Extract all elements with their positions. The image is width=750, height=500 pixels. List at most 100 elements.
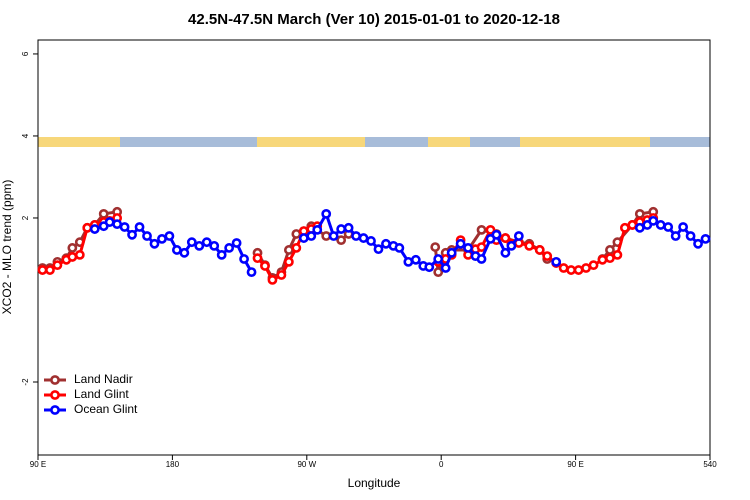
data-point xyxy=(298,233,309,243)
data-point xyxy=(440,263,451,273)
data-point xyxy=(700,233,711,244)
y-axis-label: XCO2 - MLO trend (ppm) xyxy=(0,180,14,315)
data-point xyxy=(98,208,109,219)
data-point xyxy=(267,274,278,285)
legend-marker xyxy=(50,405,60,415)
data-point xyxy=(455,238,466,249)
y-tick-label: 4 xyxy=(21,133,30,138)
data-point xyxy=(670,231,681,241)
data-point xyxy=(476,254,487,264)
data-point xyxy=(373,244,384,255)
data-point xyxy=(336,235,347,246)
legend-label: Ocean Glint xyxy=(74,402,138,416)
legend-marker xyxy=(50,375,60,385)
data-point xyxy=(524,240,535,251)
data-point xyxy=(67,243,78,253)
data-point xyxy=(485,224,496,235)
data-point xyxy=(351,231,361,241)
data-point xyxy=(74,249,85,260)
data-point xyxy=(513,231,524,241)
data-point xyxy=(283,245,294,255)
data-point xyxy=(566,265,577,275)
data-point xyxy=(127,229,137,240)
x-tick-label: 90 W xyxy=(297,460,316,469)
data-point xyxy=(312,224,323,235)
data-point xyxy=(37,265,48,275)
plot-frame xyxy=(37,39,711,456)
legend-label: Land Glint xyxy=(74,387,129,401)
data-point xyxy=(291,243,302,253)
data-point xyxy=(491,229,502,240)
data-point xyxy=(231,238,242,248)
data-point xyxy=(276,270,287,280)
data-point xyxy=(627,220,638,230)
data-point xyxy=(605,245,615,255)
data-point xyxy=(246,267,257,278)
data-point xyxy=(424,262,435,273)
data-point xyxy=(573,265,584,275)
data-point xyxy=(104,217,115,227)
data-point xyxy=(343,222,354,233)
data-point xyxy=(209,240,220,251)
data-point xyxy=(89,224,100,234)
y-tick-label: 6 xyxy=(21,51,30,56)
data-point xyxy=(224,243,235,253)
data-point xyxy=(82,222,93,233)
data-point xyxy=(693,238,703,249)
data-point xyxy=(597,254,608,265)
data-point xyxy=(655,220,666,230)
data-point xyxy=(410,254,421,265)
data-point xyxy=(394,243,405,253)
data-point xyxy=(171,245,182,255)
data-point xyxy=(551,256,562,267)
y-tick-label: 2 xyxy=(21,215,30,220)
data-point xyxy=(142,231,152,241)
data-point xyxy=(336,224,347,234)
data-point xyxy=(186,237,197,248)
data-point xyxy=(179,247,190,258)
data-point xyxy=(157,233,167,244)
data-point xyxy=(588,260,599,271)
data-point xyxy=(134,222,145,232)
x-axis-label: Longitude xyxy=(348,476,401,490)
data-point xyxy=(381,238,391,249)
data-point xyxy=(430,242,441,252)
x-tick-label: 90 E xyxy=(30,460,46,469)
data-point xyxy=(685,231,696,241)
data-point xyxy=(463,243,473,253)
x-tick-label: 540 xyxy=(703,460,717,469)
data-point xyxy=(328,231,339,241)
data-point xyxy=(403,256,414,267)
legend-label: Land Nadir xyxy=(74,372,133,386)
data-point xyxy=(67,252,78,262)
data-point xyxy=(45,265,55,275)
data-point xyxy=(306,231,317,241)
data-point xyxy=(663,222,674,232)
data-point xyxy=(433,254,444,264)
data-point xyxy=(619,222,630,233)
data-point xyxy=(500,233,511,243)
data-point xyxy=(112,219,123,230)
data-point xyxy=(612,249,623,260)
data-point xyxy=(252,253,263,264)
chart-title: 42.5N-47.5N March (Ver 10) 2015-01-01 to… xyxy=(188,11,560,28)
data-point xyxy=(52,260,63,271)
data-point xyxy=(260,261,270,271)
data-point xyxy=(366,236,376,246)
data-point xyxy=(164,231,175,241)
data-point xyxy=(648,215,659,226)
data-point xyxy=(500,247,511,258)
data-point xyxy=(194,240,205,251)
data-point xyxy=(283,256,294,267)
land-ocean-strip xyxy=(38,137,710,147)
data-point xyxy=(506,240,517,251)
data-point xyxy=(433,267,444,278)
x-tick-label: 180 xyxy=(166,460,180,469)
y-tick-label: -2 xyxy=(21,378,30,386)
data-point xyxy=(216,249,227,260)
data-point xyxy=(321,208,332,219)
data-point xyxy=(534,245,545,255)
data-point xyxy=(634,208,645,219)
data-point xyxy=(605,253,615,264)
